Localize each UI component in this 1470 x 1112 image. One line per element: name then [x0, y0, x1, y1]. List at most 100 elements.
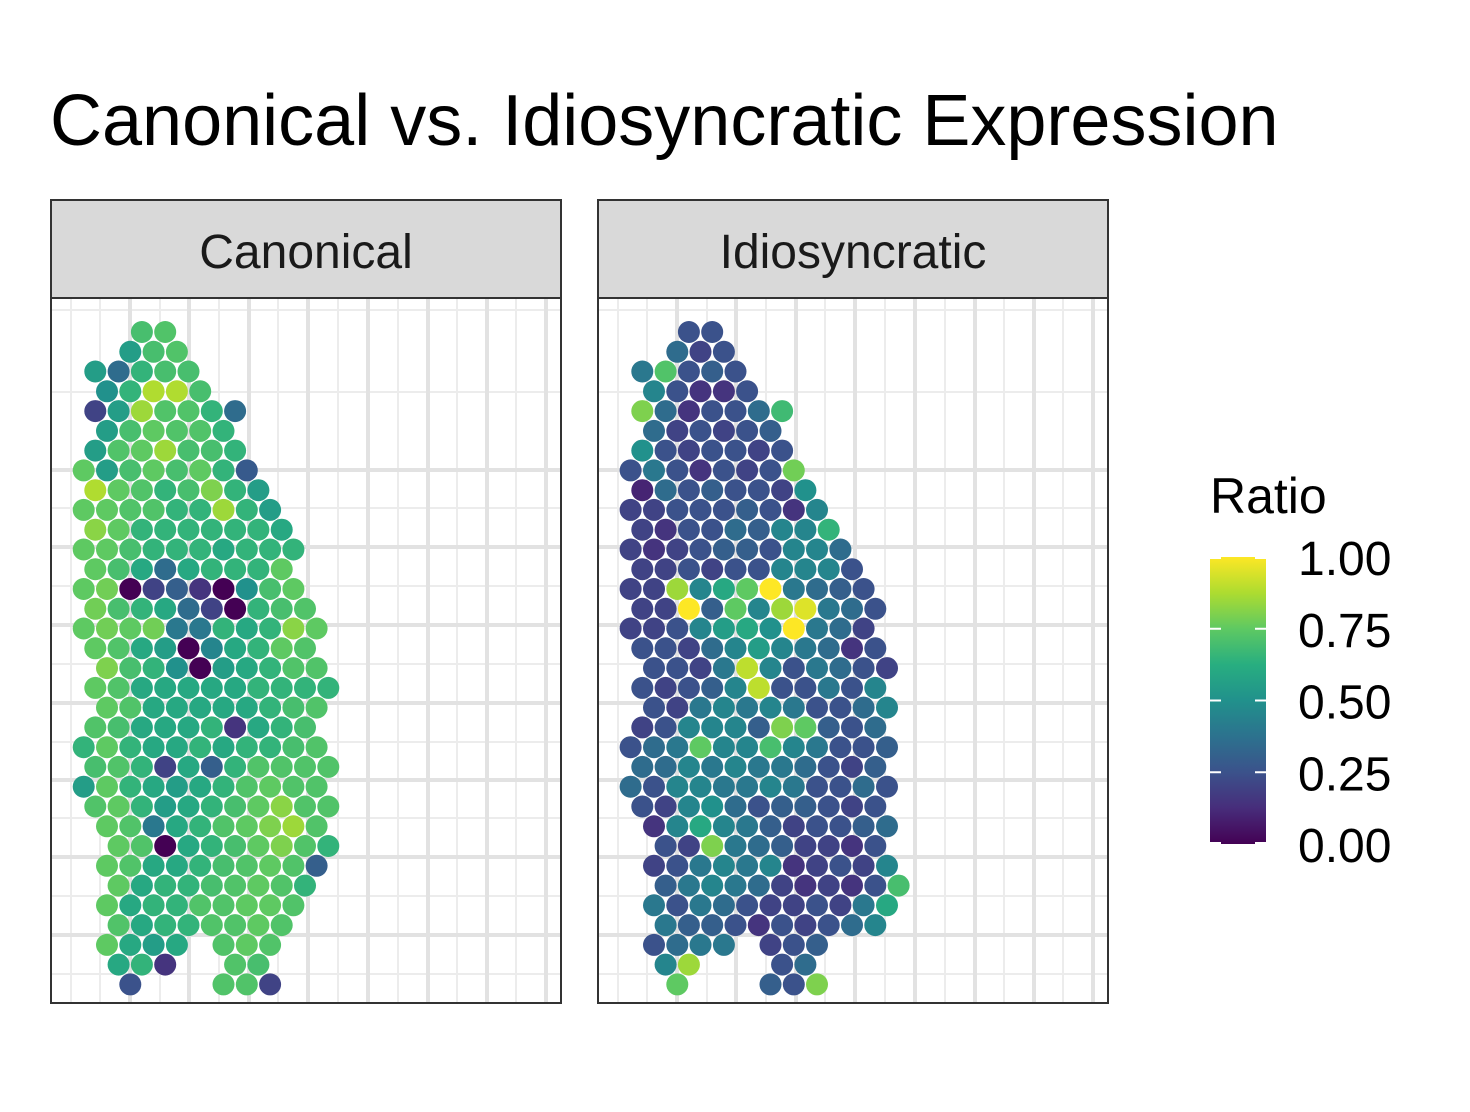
data-point — [794, 637, 817, 660]
data-point — [130, 835, 153, 857]
data-point — [259, 696, 282, 719]
data-point — [864, 597, 887, 620]
data-point — [736, 459, 759, 482]
points — [72, 321, 340, 996]
data-point — [736, 617, 759, 640]
data-point — [247, 914, 270, 937]
data-point — [142, 538, 165, 561]
data-point — [643, 578, 665, 600]
data-point — [270, 558, 293, 581]
data-point — [107, 835, 130, 857]
data-point — [689, 775, 712, 798]
data-point — [724, 400, 747, 423]
data-point — [317, 835, 340, 857]
data-point — [224, 914, 247, 937]
data-point — [177, 360, 200, 383]
data-point — [794, 755, 817, 778]
data-point — [829, 538, 852, 561]
data-point — [189, 657, 212, 680]
data-point — [119, 578, 142, 600]
data-point — [142, 696, 165, 719]
data-point — [759, 459, 782, 482]
data-point — [294, 716, 316, 739]
data-point — [677, 400, 700, 423]
data-point — [643, 538, 665, 561]
data-point — [224, 439, 247, 462]
data-point — [864, 676, 887, 699]
data-point — [677, 637, 700, 660]
data-point — [130, 676, 153, 699]
data-point — [747, 835, 770, 857]
data-point — [794, 953, 817, 976]
data-point — [852, 657, 875, 680]
data-point — [887, 874, 910, 897]
data-point — [724, 676, 747, 699]
data-point — [724, 597, 747, 620]
data-point — [817, 518, 840, 541]
data-point — [96, 498, 118, 521]
data-point — [189, 538, 212, 561]
data-point — [305, 854, 328, 877]
data-point — [677, 518, 700, 541]
data-point — [654, 716, 677, 739]
data-point — [759, 578, 782, 600]
data-point — [96, 657, 118, 680]
data-point — [212, 578, 235, 600]
data-point — [759, 933, 782, 956]
data-point — [841, 637, 863, 660]
data-point — [701, 597, 724, 620]
data-point — [142, 340, 165, 363]
data-point — [270, 637, 293, 660]
data-point — [666, 933, 689, 956]
data-point — [130, 518, 153, 541]
data-point — [212, 933, 235, 956]
data-point — [677, 321, 700, 343]
data-point — [701, 874, 724, 897]
data-point — [631, 518, 654, 541]
data-point — [643, 815, 665, 838]
data-point — [782, 973, 805, 996]
data-point — [177, 795, 200, 818]
data-point — [270, 914, 293, 937]
data-point — [654, 400, 677, 423]
data-point — [294, 676, 316, 699]
data-point — [96, 538, 118, 561]
data-point — [619, 538, 642, 561]
data-point — [689, 933, 712, 956]
data-point — [736, 419, 759, 442]
data-point — [759, 538, 782, 561]
data-point — [829, 578, 852, 600]
data-point — [247, 676, 270, 699]
data-point — [841, 874, 863, 897]
data-point — [794, 795, 817, 818]
data-point — [643, 736, 665, 759]
data-point — [259, 617, 282, 640]
data-point — [689, 419, 712, 442]
data-point — [235, 894, 258, 917]
data-point — [107, 479, 130, 502]
data-point — [654, 597, 677, 620]
data-point — [712, 380, 735, 403]
data-point — [189, 815, 212, 838]
data-point — [631, 716, 654, 739]
data-point — [200, 479, 223, 502]
data-point — [130, 360, 153, 383]
data-point — [794, 558, 817, 581]
data-point — [224, 953, 247, 976]
data-point — [200, 676, 223, 699]
data-point — [747, 439, 770, 462]
data-point — [876, 854, 898, 877]
data-point — [771, 795, 794, 818]
data-point — [72, 459, 95, 482]
data-point — [96, 894, 118, 917]
data-point — [806, 933, 828, 956]
data-point — [259, 854, 282, 877]
data-point — [84, 439, 107, 462]
data-point — [782, 854, 805, 877]
data-point — [235, 657, 258, 680]
data-point — [119, 657, 142, 680]
data-point — [154, 321, 177, 343]
data-point — [736, 894, 759, 917]
data-point — [294, 597, 316, 620]
data-point — [189, 775, 212, 798]
